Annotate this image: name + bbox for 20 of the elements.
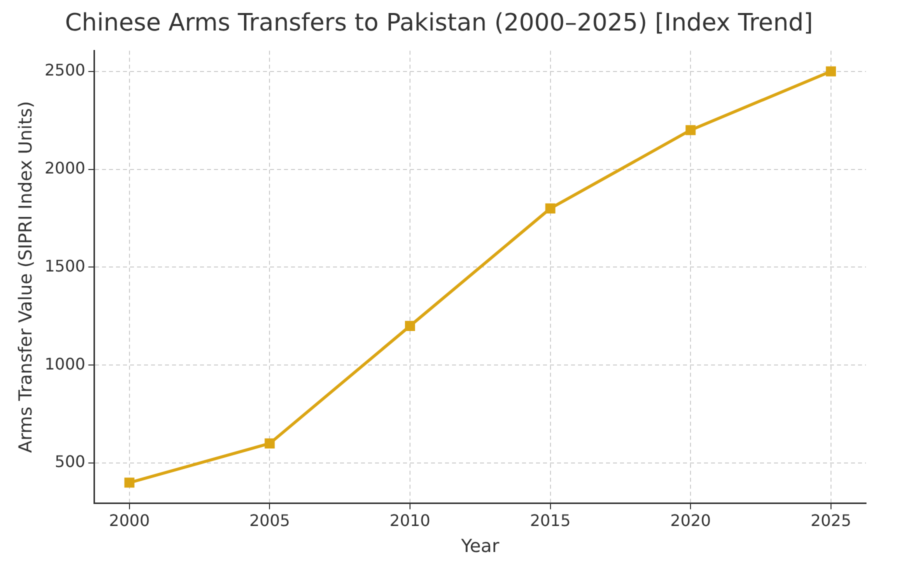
x-tick-label: 2025 [810, 510, 852, 530]
x-axis-title: Year [460, 536, 500, 557]
point [686, 125, 696, 136]
y-axis-title: Arms Transfer Value (SIPRI Index Units) [15, 101, 36, 453]
y-tick-label: 1000 [44, 354, 86, 374]
x-tick-label: 2010 [390, 510, 430, 530]
point [264, 438, 275, 449]
point [545, 203, 556, 214]
x-tick-label: 2000 [109, 510, 150, 530]
point [404, 320, 416, 331]
point [124, 478, 134, 488]
y-tick-label: 500 [54, 452, 86, 472]
chart-title: Chinese Arms Transfers to Pakistan (2000–2025) [Index Trend] [65, 8, 813, 37]
x-tick-label: 2020 [670, 510, 711, 530]
y-tick-label: 1500 [44, 256, 86, 276]
point [826, 66, 836, 76]
x-tick-label: 2005 [249, 510, 290, 530]
y-tick-label: 2500 [44, 60, 86, 80]
y-tick-label: 2000 [44, 158, 86, 178]
x-tick-label: 2015 [530, 510, 571, 530]
